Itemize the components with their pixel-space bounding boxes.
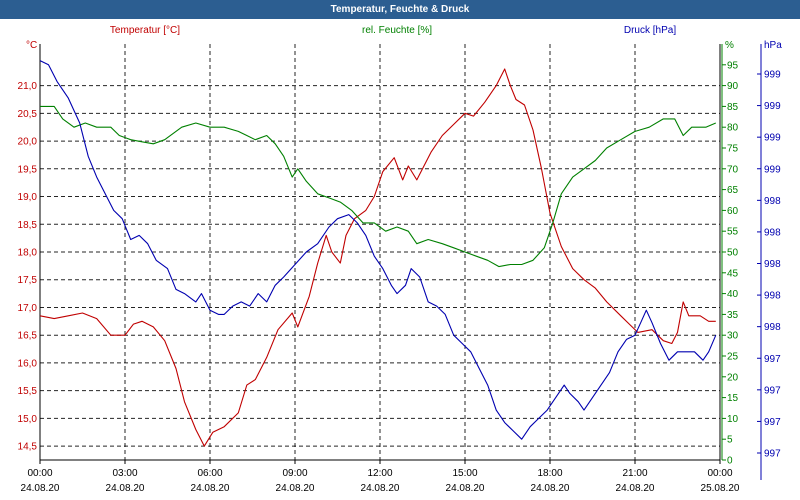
humidity-tick-label: 75	[727, 144, 739, 155]
x-tick-time-label: 15:00	[452, 468, 477, 479]
tick-labels: 14,5 15,0 15,5 16,0 16,5 17,0 17,5 18,0 18,5 19,0…	[18, 60, 782, 494]
x-tick-date-label: 24.08.20	[276, 483, 315, 494]
temperature-tick-label: 21,0	[18, 81, 38, 92]
humidity-axis-title: rel. Feuchte [%]	[362, 25, 432, 36]
humidity-tick-label: 55	[727, 227, 739, 238]
pressure-axis-title: Druck [hPa]	[624, 25, 676, 36]
humidity-tick-label: 15	[727, 393, 739, 404]
x-tick-time-label: 09:00	[282, 468, 307, 479]
window-title: Temperatur, Feuchte & Druck	[0, 0, 800, 19]
humidity-tick-label: 10	[727, 414, 739, 425]
x-tick-date-label: 24.08.20	[361, 483, 400, 494]
humidity-tick-label: 40	[727, 289, 739, 300]
humidity-series-line	[40, 105, 717, 268]
x-tick-time-label: 18:00	[537, 468, 562, 479]
pressure-tick-label: 997	[764, 354, 781, 365]
pressure-unit-label: hPa	[764, 40, 782, 51]
humidity-tick-label: 65	[727, 185, 739, 196]
humidity-tick-label: 20	[727, 372, 739, 383]
x-tick-time-label: 00:00	[27, 468, 52, 479]
temperature-tick-label: 17,0	[18, 303, 38, 314]
humidity-tick-label: 85	[727, 102, 739, 113]
x-tick-time-label: 12:00	[367, 468, 392, 479]
temperature-tick-label: 16,0	[18, 358, 38, 369]
pressure-tick-label: 999	[764, 70, 781, 81]
x-tick-date-label: 25.08.20	[701, 483, 740, 494]
temperature-tick-label: 17,5	[18, 275, 38, 286]
temperature-tick-label: 14,5	[18, 442, 38, 453]
humidity-tick-label: 90	[727, 81, 739, 92]
pressure-tick-label: 999	[764, 101, 781, 112]
x-tick-date-label: 24.08.20	[106, 483, 145, 494]
x-tick-date-label: 24.08.20	[21, 483, 60, 494]
temperature-tick-label: 19,5	[18, 164, 38, 175]
x-tick-time-label: 03:00	[112, 468, 137, 479]
humidity-tick-label: 80	[727, 123, 739, 134]
pressure-tick-label: 998	[764, 291, 781, 302]
humidity-tick-label: 95	[727, 60, 739, 71]
temperature-axis-title: Temperatur [°C]	[110, 25, 180, 36]
temperature-tick-label: 20,5	[18, 109, 38, 120]
pressure-series-line	[39, 60, 717, 440]
humidity-tick-label: 5	[727, 435, 733, 446]
temperature-tick-label: 18,5	[18, 220, 38, 231]
humidity-tick-label: 70	[727, 164, 739, 175]
temperature-tick-label: 18,0	[18, 248, 38, 259]
x-tick-time-label: 00:00	[707, 468, 732, 479]
humidity-tick-label: 35	[727, 310, 739, 321]
pressure-tick-label: 998	[764, 259, 781, 270]
temperature-tick-label: 15,0	[18, 414, 38, 425]
humidity-tick-label: 0	[727, 456, 733, 467]
x-tick-date-label: 24.08.20	[616, 483, 655, 494]
humidity-tick-label: 25	[727, 352, 739, 363]
pressure-tick-label: 997	[764, 417, 781, 428]
humidity-tick-label: 30	[727, 331, 739, 342]
temperature-unit-label: °C	[26, 40, 37, 51]
axes	[39, 44, 762, 480]
x-tick-time-label: 21:00	[622, 468, 647, 479]
grid-lines	[40, 44, 720, 460]
humidity-tick-label: 50	[727, 248, 739, 259]
series-lines	[39, 60, 717, 447]
temperature-tick-label: 16,5	[18, 331, 38, 342]
temperature-series-line	[39, 68, 716, 447]
pressure-tick-label: 999	[764, 164, 781, 175]
chart-area: °C Temperatur [°C] rel. Feuchte [%] Druc…	[0, 19, 800, 500]
temperature-tick-label: 20,0	[18, 137, 38, 148]
temperature-tick-label: 19,0	[18, 192, 38, 203]
x-tick-time-label: 06:00	[197, 468, 222, 479]
pressure-tick-label: 999	[764, 133, 781, 144]
pressure-tick-label: 998	[764, 227, 781, 238]
pressure-tick-label: 998	[764, 196, 781, 207]
pressure-tick-label: 997	[764, 385, 781, 396]
chart-background	[0, 19, 800, 500]
pressure-tick-label: 998	[764, 322, 781, 333]
x-tick-date-label: 24.08.20	[191, 483, 230, 494]
temperature-tick-label: 15,5	[18, 386, 38, 397]
pressure-tick-label: 997	[764, 449, 781, 460]
x-tick-date-label: 24.08.20	[446, 483, 485, 494]
humidity-unit-label: %	[725, 40, 734, 51]
humidity-tick-label: 45	[727, 268, 739, 279]
x-tick-date-label: 24.08.20	[531, 483, 570, 494]
humidity-tick-label: 60	[727, 206, 739, 217]
